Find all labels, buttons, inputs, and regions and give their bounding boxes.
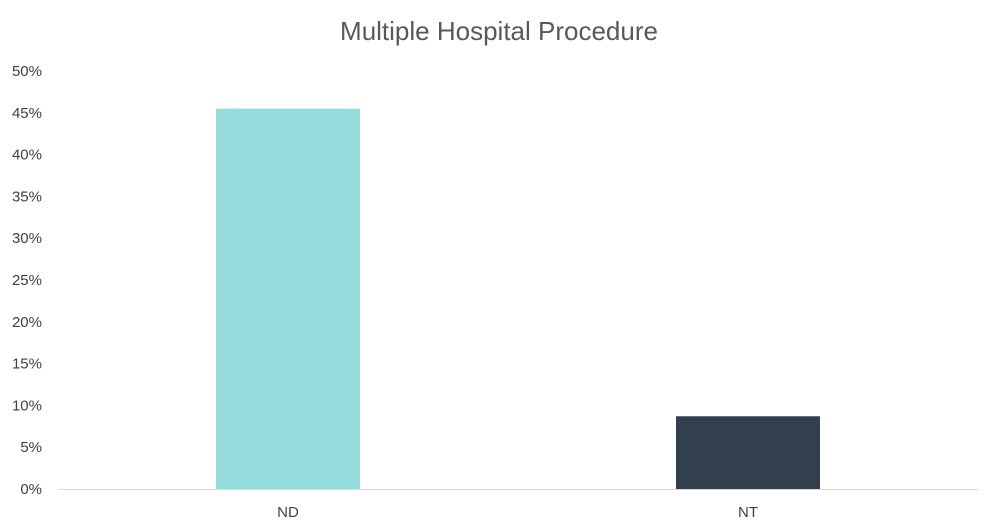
y-tick-label: 20% (12, 314, 42, 331)
x-category-label: ND (277, 504, 299, 521)
bars (216, 108, 820, 490)
y-tick-label: 25% (12, 272, 42, 289)
y-tick-label: 40% (12, 147, 42, 164)
x-axis-category-labels: ND NT (277, 504, 758, 521)
y-tick-label: 50% (12, 63, 42, 80)
x-category-label: NT (738, 504, 758, 521)
y-tick-label: 30% (12, 230, 42, 247)
y-tick-label: 45% (12, 105, 42, 122)
y-tick-label: 10% (12, 397, 42, 414)
y-tick-label: 35% (12, 188, 42, 205)
bar-nt (676, 416, 820, 489)
bar-nd (216, 108, 360, 490)
y-tick-label: 0% (20, 481, 42, 498)
y-tick-label: 15% (12, 356, 42, 373)
y-axis-tick-labels: 0% 5% 10% 15% 20% 25% 30% 35% 40% 45% 50% (12, 63, 42, 498)
chart-title: Multiple Hospital Procedure (340, 16, 658, 46)
y-tick-label: 5% (20, 439, 42, 456)
